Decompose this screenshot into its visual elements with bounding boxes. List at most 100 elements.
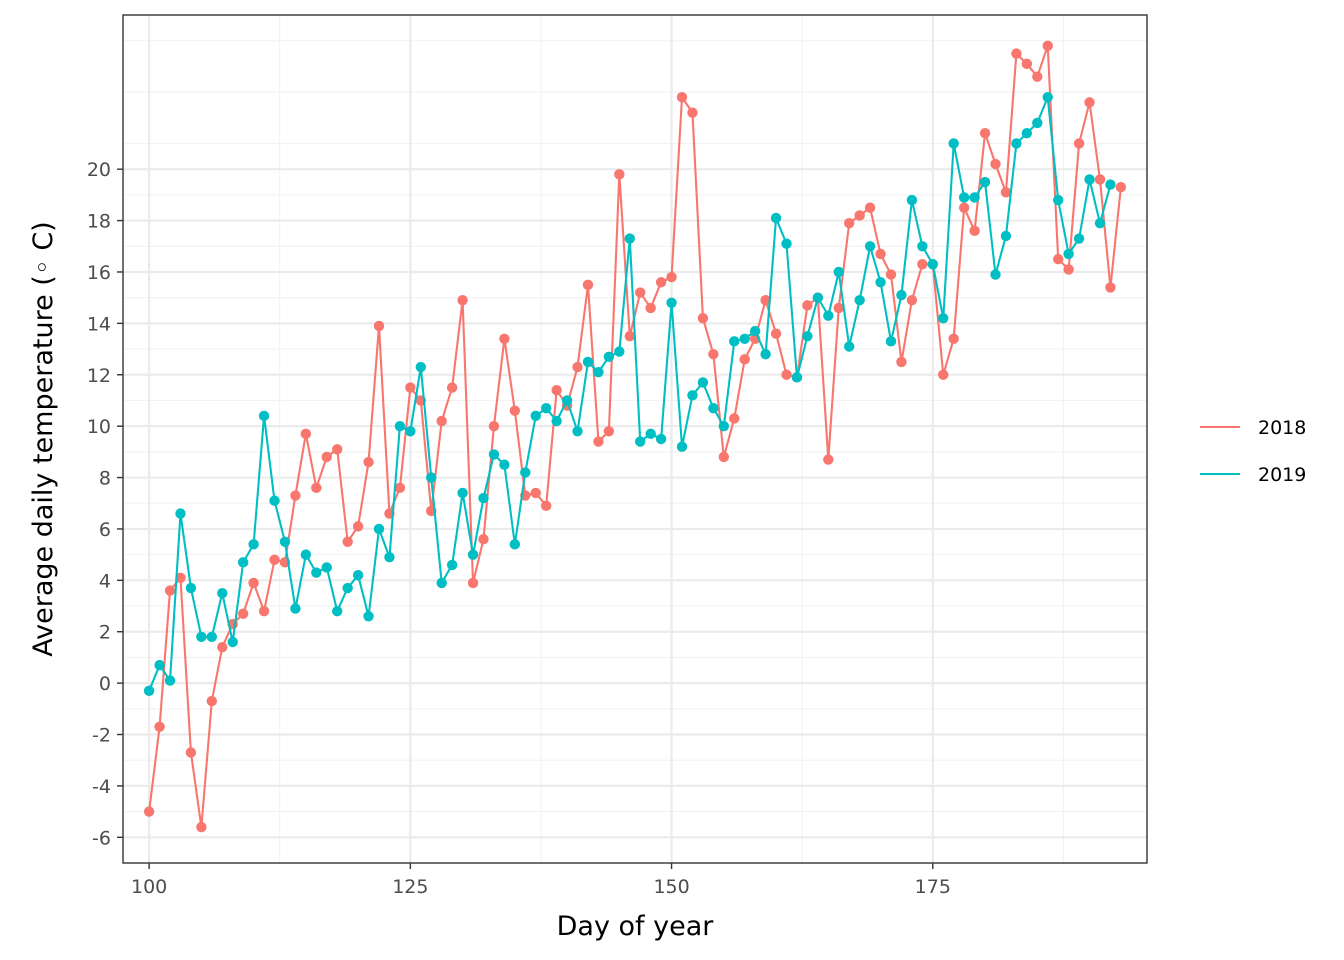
data-point-2019 (948, 138, 959, 149)
data-point-2018 (729, 413, 740, 424)
data-point-2018 (979, 128, 991, 139)
data-point-2018 (718, 451, 730, 463)
data-point-2019 (227, 636, 238, 648)
data-point-2018 (1011, 48, 1022, 59)
data-point-2018 (258, 605, 270, 617)
data-point-2018 (1105, 282, 1116, 293)
data-point-2019 (812, 292, 824, 303)
data-point-2018 (990, 158, 1001, 170)
data-point-2019 (1011, 138, 1022, 149)
data-point-2018 (655, 277, 667, 288)
data-point-2019 (927, 259, 938, 270)
y-tick-label: 20 (87, 159, 111, 181)
data-point-2018 (509, 405, 521, 416)
data-point-2019 (603, 351, 615, 362)
data-point-2018 (446, 382, 458, 393)
data-point-2019 (415, 361, 426, 373)
data-point-2018 (896, 356, 907, 368)
y-tick-label: -2 (92, 725, 111, 747)
data-point-2018 (854, 210, 865, 221)
data-point-2018 (1073, 138, 1085, 149)
data-point-2018 (373, 320, 385, 332)
data-point-2018 (143, 806, 155, 817)
data-point-2019 (572, 426, 583, 437)
data-point-2019 (540, 402, 552, 414)
data-point-2019 (833, 266, 844, 278)
data-point-2019 (248, 539, 259, 550)
data-point-2019 (436, 577, 447, 589)
y-tick-label: 0 (99, 673, 111, 695)
data-point-2019 (561, 395, 573, 406)
data-point-2019 (958, 192, 970, 203)
data-point-2019 (499, 459, 510, 470)
data-point-2019 (1084, 174, 1095, 185)
x-tick-label: 100 (131, 876, 167, 898)
data-point-2018 (540, 500, 552, 512)
data-point-2019 (217, 587, 228, 599)
data-point-2019 (488, 449, 500, 460)
data-point-2019 (593, 366, 604, 378)
data-point-2018 (624, 331, 635, 342)
data-point-2018 (906, 295, 918, 306)
data-point-2018 (593, 436, 604, 447)
data-point-2018 (300, 428, 312, 440)
data-point-2019 (760, 349, 771, 360)
y-tick-label: 8 (99, 468, 111, 490)
series-2018 (143, 40, 1127, 833)
data-point-2018 (530, 487, 541, 499)
data-point-2018 (885, 269, 897, 280)
data-point-2019 (300, 549, 312, 560)
legend-item-2019: 2019 (1200, 464, 1306, 486)
data-point-2019 (164, 675, 176, 686)
data-point-2018 (708, 349, 719, 360)
data-point-2018 (551, 384, 562, 396)
data-point-2019 (384, 552, 395, 563)
data-point-2019 (666, 297, 677, 309)
data-point-2018 (635, 287, 646, 298)
data-point-2018 (363, 456, 374, 468)
data-point-2019 (509, 539, 521, 550)
y-tick-label: 16 (87, 262, 111, 284)
y-axis-title: Average daily temperature (◦ C) (28, 221, 59, 656)
data-point-2019 (478, 492, 489, 504)
data-point-2019 (864, 241, 876, 252)
data-point-2019 (1063, 248, 1074, 260)
data-point-2019 (394, 420, 406, 432)
data-point-2019 (708, 402, 719, 414)
data-point-2019 (1032, 117, 1043, 129)
data-point-2018 (1000, 187, 1012, 198)
data-point-2019 (446, 559, 458, 571)
data-point-2019 (279, 536, 291, 547)
data-point-2018 (394, 482, 406, 494)
data-point-2018 (478, 534, 489, 545)
plot-panel-border (122, 14, 1148, 864)
data-point-2018 (802, 300, 813, 311)
x-axis-title: Day of year (557, 911, 715, 942)
data-point-2019 (802, 331, 813, 342)
data-point-2018 (614, 169, 625, 180)
series-2019 (143, 92, 1116, 697)
data-point-2019 (582, 356, 594, 368)
data-point-2018 (269, 554, 280, 565)
y-tick-label: -6 (92, 827, 111, 849)
y-tick-label: 12 (87, 365, 111, 387)
data-point-2019 (718, 420, 730, 432)
data-point-2019 (311, 567, 322, 578)
data-point-2019 (896, 289, 907, 301)
data-point-2018 (1115, 181, 1127, 193)
data-point-2019 (854, 295, 865, 306)
data-point-2018 (1021, 58, 1033, 70)
data-point-2019 (551, 415, 562, 427)
data-point-2018 (206, 695, 218, 707)
legend-label-2019: 2019 (1258, 464, 1306, 486)
data-point-2018 (332, 444, 343, 455)
data-point-2019 (906, 194, 918, 206)
data-point-2019 (405, 426, 416, 437)
data-point-2019 (635, 436, 646, 447)
data-point-2019 (373, 523, 385, 535)
data-point-2019 (258, 410, 270, 422)
y-tick-label: 4 (99, 570, 111, 592)
data-point-2019 (749, 325, 761, 337)
data-point-2018 (352, 521, 364, 532)
